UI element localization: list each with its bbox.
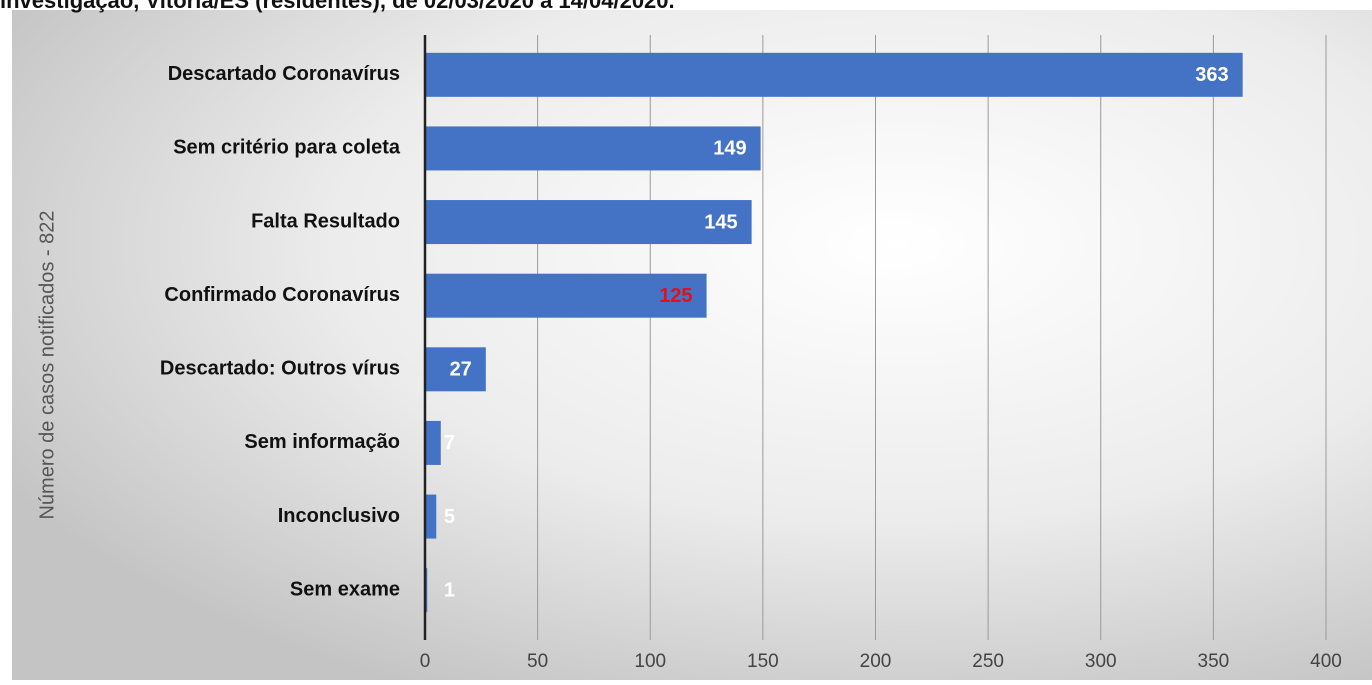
data-label: 5 (444, 506, 455, 528)
category-label: Inconclusivo (278, 505, 400, 527)
category-label: Confirmado Coronavírus (164, 284, 400, 306)
x-tick-label: 50 (527, 651, 548, 672)
data-label: 1 (444, 579, 455, 601)
x-tick-label: 200 (860, 651, 892, 672)
category-label: Descartado Coronavírus (168, 63, 400, 85)
bar (425, 52, 1243, 97)
bar (425, 273, 707, 318)
bar (425, 347, 486, 392)
category-label: Descartado: Outros vírus (160, 358, 400, 380)
category-label: Sem critério para coleta (173, 137, 401, 159)
data-label: 125 (659, 285, 692, 307)
chart-background (12, 10, 1372, 680)
bar (425, 200, 752, 245)
data-label: 7 (444, 432, 455, 454)
bar (425, 126, 761, 171)
data-label: 149 (713, 138, 746, 160)
chart-title: investigação, Vitória/ES (residentes), d… (0, 0, 675, 13)
category-label: Sem exame (290, 578, 400, 600)
category-label: Falta Resultado (251, 210, 400, 232)
x-tick-label: 400 (1310, 651, 1342, 672)
data-label: 363 (1195, 64, 1228, 86)
category-label: Sem informação (244, 431, 400, 453)
x-tick-label: 350 (1198, 651, 1230, 672)
data-label: 145 (704, 211, 737, 233)
x-tick-label: 0 (420, 651, 431, 672)
x-tick-label: 250 (972, 651, 1004, 672)
bar (425, 420, 441, 465)
x-tick-label: 150 (747, 651, 779, 672)
bar (425, 494, 437, 539)
data-label: 27 (450, 359, 472, 381)
y-axis-label: Número de casos notificados - 822 (36, 210, 58, 519)
x-tick-label: 300 (1085, 651, 1117, 672)
x-tick-label: 100 (634, 651, 666, 672)
